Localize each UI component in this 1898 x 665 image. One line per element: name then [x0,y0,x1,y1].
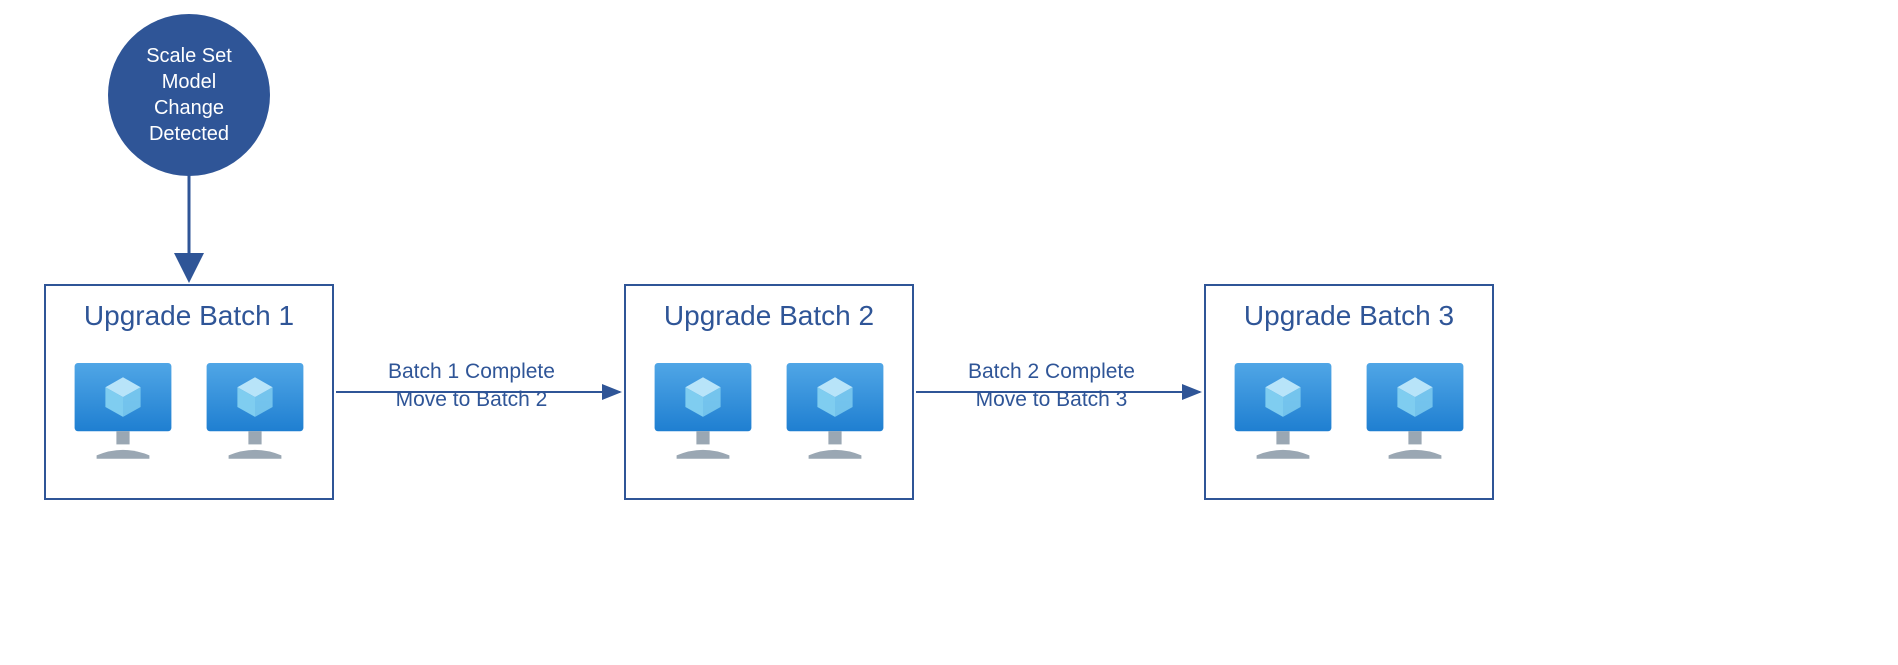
batch-3-box: Upgrade Batch 3 [1204,284,1494,500]
edge-label-2: Batch 2 Complete Move to Batch 3 [968,358,1135,415]
vm-instance [1228,352,1338,467]
vm-instance [1360,352,1470,467]
vm-icon [1360,352,1470,462]
batch-3-vm-row [1224,352,1474,473]
vm-icon [1228,352,1338,462]
flow-diagram: Scale Set Model Change Detected Upgrade … [0,0,1898,665]
edge-batch2-to-batch3 [0,0,1898,665]
batch-3-title: Upgrade Batch 3 [1224,300,1474,332]
